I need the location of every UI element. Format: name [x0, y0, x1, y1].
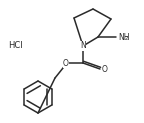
Text: NH: NH	[118, 32, 129, 41]
Text: N: N	[80, 41, 86, 51]
Text: O: O	[102, 64, 107, 74]
Text: 2: 2	[125, 36, 128, 41]
Text: HCl: HCl	[8, 41, 23, 51]
Text: O: O	[63, 59, 69, 68]
